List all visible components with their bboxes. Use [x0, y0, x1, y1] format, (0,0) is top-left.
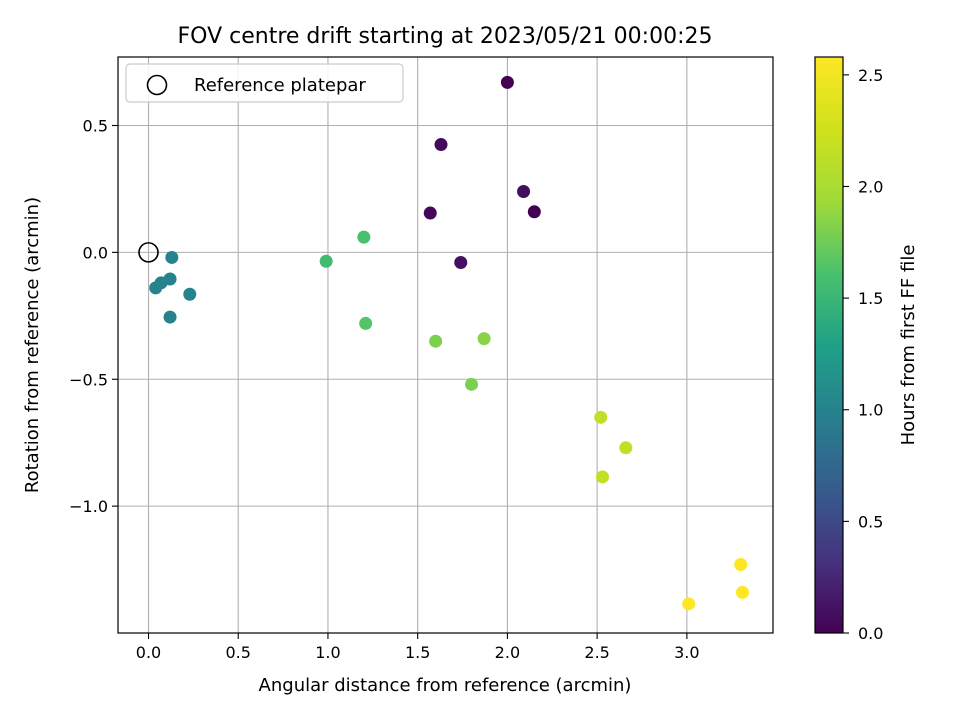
data-point: [735, 585, 749, 599]
plot-area: [118, 57, 773, 633]
data-point: [500, 75, 514, 89]
y-axis-label: Rotation from reference (arcmin): [22, 197, 43, 493]
colorbar-gradient: [815, 57, 843, 633]
data-point: [149, 281, 163, 295]
x-tick-label: 1.0: [315, 643, 340, 662]
data-point: [619, 441, 633, 455]
colorbar-tick-label: 0.5: [858, 512, 883, 531]
data-point: [434, 138, 448, 152]
x-tick-label: 2.0: [495, 643, 520, 662]
data-point: [477, 332, 491, 346]
x-axis-label: Angular distance from reference (arcmin): [259, 675, 632, 696]
x-tick-label: 1.5: [405, 643, 430, 662]
data-point: [517, 184, 531, 198]
data-point: [734, 557, 748, 571]
data-points: [149, 75, 749, 611]
legend-marker: [146, 74, 168, 96]
data-point: [594, 410, 608, 424]
colorbar-tick-label: 1.5: [858, 289, 883, 308]
y-tick-label: −1.0: [69, 497, 108, 516]
data-point: [165, 250, 179, 264]
data-point: [163, 310, 177, 324]
data-point: [527, 205, 541, 219]
data-point: [319, 254, 333, 268]
colorbar-tick-label: 1.0: [858, 401, 883, 420]
data-point: [682, 597, 696, 611]
x-tick-label: 0.5: [226, 643, 251, 662]
x-tick-label: 3.0: [674, 643, 699, 662]
data-point: [183, 287, 197, 301]
colorbar-tick-label: 2.5: [858, 66, 883, 85]
colorbar-label: Hours from first FF file: [898, 245, 919, 446]
data-point: [359, 316, 373, 330]
legend-box: [125, 63, 404, 103]
legend-label: Reference platepar: [194, 75, 366, 96]
data-point: [429, 334, 443, 348]
reference-platepar-marker: [138, 242, 159, 263]
legend: Reference platepar: [125, 63, 404, 103]
colorbar-tick-label: 0.0: [858, 624, 883, 643]
colorbar-tick-label: 2.0: [858, 177, 883, 196]
y-tick-label: −0.5: [69, 370, 108, 389]
x-tick-label: 2.5: [584, 643, 609, 662]
x-tick-label: 0.0: [136, 643, 161, 662]
data-point: [454, 256, 468, 270]
data-point: [596, 470, 610, 484]
chart-title: FOV centre drift starting at 2023/05/21 …: [178, 24, 713, 49]
colorbar-frame: [814, 56, 844, 634]
y-tick-label: 0.5: [83, 117, 108, 136]
y-axis-ticks: 0.5 0.0 −0.5 −1.0: [69, 117, 118, 516]
data-point: [357, 230, 371, 244]
y-tick-label: 0.0: [83, 243, 108, 262]
plot-frame: [117, 56, 774, 634]
data-point: [465, 377, 479, 391]
data-point: [423, 206, 437, 220]
x-axis-ticks: 0.0 0.5 1.0 1.5 2.0 2.5 3.0: [136, 633, 700, 662]
colorbar-ticks: 0.0 0.5 1.0 1.5 2.0 2.5: [843, 66, 883, 643]
grid: [118, 57, 773, 633]
